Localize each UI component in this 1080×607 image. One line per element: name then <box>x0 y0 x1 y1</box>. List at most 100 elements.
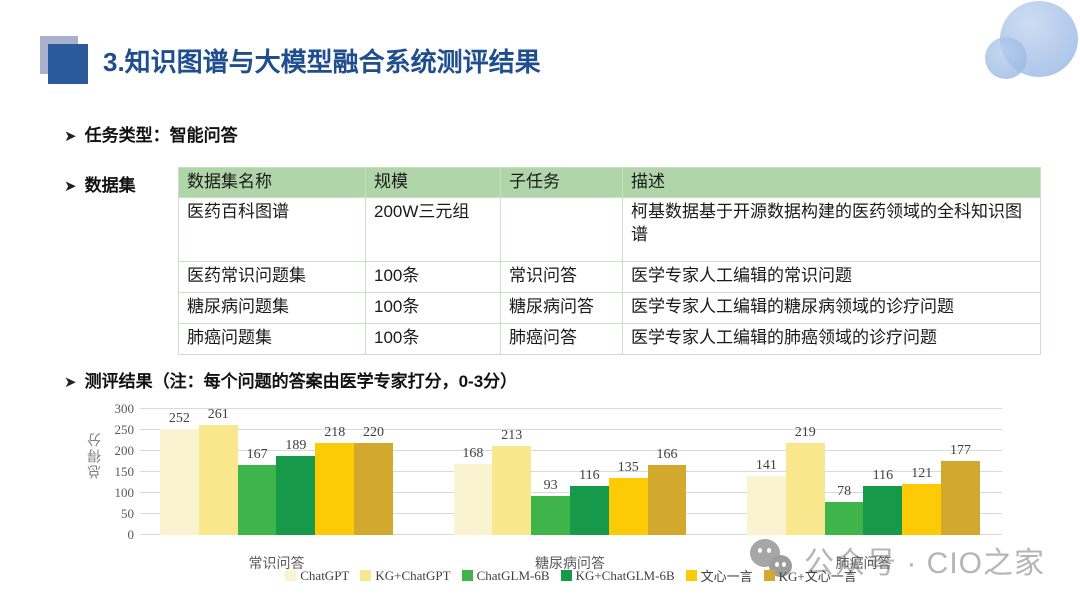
bar-slot: 78 <box>824 409 864 535</box>
cell-subtask <box>500 197 623 262</box>
table-header-row: 数据集名称 规模 子任务 描述 <box>178 167 1041 198</box>
y-tick-label: 200 <box>114 443 135 458</box>
bar-slot: 135 <box>608 409 648 535</box>
bar-slot: 220 <box>354 409 393 535</box>
bar-value-label: 116 <box>872 468 894 484</box>
bar-slot: 252 <box>160 409 199 535</box>
bar-value-label: 219 <box>794 425 816 441</box>
bar-ChatGPT <box>160 429 199 535</box>
legend-swatch <box>560 570 572 581</box>
cell-description: 医学专家人工编辑的糖尿病领域的诊疗问题 <box>622 292 1041 324</box>
bar-KG+文心一言 <box>647 465 687 535</box>
arrow-bullet-icon: ➤ <box>64 178 77 195</box>
bar-slot: 121 <box>902 409 942 535</box>
bar-KG+ChatGLM-6B <box>863 486 903 535</box>
bar-slot: 218 <box>315 409 355 535</box>
bar-KG+ChatGPT <box>492 445 532 535</box>
cell-subtask: 常识问答 <box>500 261 623 293</box>
bar-value-label: 166 <box>656 447 678 463</box>
bar-slot: 166 <box>647 409 687 535</box>
cell-description: 医学专家人工编辑的肺癌领域的诊疗问题 <box>622 323 1041 355</box>
bar-ChatGLM-6B <box>237 464 277 535</box>
arrow-bullet-icon: ➤ <box>64 128 77 145</box>
bar-value-label: 177 <box>950 442 972 458</box>
watermark: 公众号 · CIO之家 <box>748 536 1045 584</box>
bullet-results-label: 测评结果（注：每个问题的答案由医学专家打分，0-3分） <box>84 372 518 391</box>
page-title: 3.知识图谱与大模型融合系统测评结果 <box>103 47 541 77</box>
col-header-subtask: 子任务 <box>500 167 623 198</box>
legend-label: ChatGLM-6B <box>476 567 550 583</box>
table-row: 肺癌问题集 100条 肺癌问答 医学专家人工编辑的肺癌领域的诊疗问题 <box>178 323 1041 355</box>
gridline <box>140 408 1002 409</box>
cell-scale: 200W三元组 <box>365 197 501 262</box>
y-tick-label: 150 <box>114 464 135 479</box>
bar-ChatGPT <box>747 475 786 535</box>
chart-bar-groups: 252 261 167 189 218 220 常识问答 168 213 93 116 135 166 糖… <box>140 407 1002 572</box>
bar-slot: 177 <box>941 409 980 535</box>
cell-scale: 100条 <box>365 323 501 355</box>
x-axis-category-label: 常识问答 <box>248 557 305 572</box>
bar-文心一言 <box>902 484 942 535</box>
legend-item-ChatGPT: ChatGPT <box>285 568 349 584</box>
bar-文心一言 <box>608 478 648 535</box>
gridline <box>140 429 1002 430</box>
bar-slot: 93 <box>531 409 570 535</box>
legend-label: ChatGPT <box>300 567 350 583</box>
legend-swatch <box>360 570 372 581</box>
cell-dataset-name: 医药常识问题集 <box>178 261 366 293</box>
bar-slot: 168 <box>453 409 493 535</box>
chart-legend: ChatGPT KG+ChatGPT ChatGLM-6B KG+ChatGLM-6B… <box>140 566 1002 585</box>
cell-dataset-name: 肺癌问题集 <box>178 323 366 355</box>
bar-value-label: 189 <box>285 437 307 453</box>
legend-label: KG+ChatGPT <box>375 567 451 583</box>
bar-value-label: 220 <box>363 424 385 440</box>
gridline <box>140 450 1002 451</box>
bar-group-2: 168 213 93 116 135 166 糖尿病问答 <box>453 409 687 572</box>
bar-KG+文心一言 <box>354 442 393 535</box>
chart-plot-area: 252 261 167 189 218 220 常识问答 168 213 93 116 135 166 糖… <box>140 407 1002 572</box>
watermark-text: 公众号 · CIO之家 <box>804 547 1045 580</box>
y-tick-label: 50 <box>121 506 134 521</box>
x-axis-category-label: 糖尿病问答 <box>535 557 605 572</box>
bar-value-label: 93 <box>543 477 558 493</box>
cell-scale: 100条 <box>365 261 501 293</box>
chat-bubble-icon <box>769 555 792 577</box>
x-axis-category-label: 肺癌问答 <box>835 557 892 572</box>
bullet-dataset: ➤ 数据集 <box>64 171 136 196</box>
bar-slot: 141 <box>747 409 786 535</box>
bar-slot: 167 <box>237 409 277 535</box>
bar-ChatGLM-6B <box>824 502 864 535</box>
wechat-bubbles-icon <box>748 536 796 584</box>
bar-slot: 116 <box>863 409 903 535</box>
cell-description: 柯基数据基于开源数据构建的医药领域的全科知识图谱 <box>622 197 1041 262</box>
bar-KG+文心一言 <box>941 460 980 535</box>
bar-KG+ChatGPT <box>785 443 825 535</box>
legend-item-ChatGLM-6B: ChatGLM-6B <box>461 567 550 584</box>
title-square-icon <box>48 44 88 84</box>
legend-swatch <box>461 570 473 581</box>
bar-value-label: 167 <box>246 446 268 462</box>
bar-value-label: 141 <box>755 457 777 473</box>
bar-value-label: 135 <box>617 460 639 476</box>
bar-slot: 189 <box>276 409 316 535</box>
table-row: 糖尿病问题集 100条 糖尿病问答 医学专家人工编辑的糖尿病领域的诊疗问题 <box>178 292 1041 324</box>
decor-circle-small <box>985 37 1027 79</box>
bar-slot: 116 <box>569 409 609 535</box>
bar-slot: 213 <box>492 409 532 535</box>
bar-slot: 219 <box>785 409 825 535</box>
bar-ChatGLM-6B <box>531 495 570 535</box>
bullet-results: ➤ 测评结果（注：每个问题的答案由医学专家打分，0-3分） <box>64 367 1080 392</box>
gridline <box>140 471 1002 472</box>
table-row: 医药百科图谱 200W三元组 柯基数据基于开源数据构建的医药领域的全科知识图谱 <box>178 197 1041 262</box>
cell-subtask: 肺癌问答 <box>500 323 623 355</box>
col-header-scale: 规模 <box>365 167 501 198</box>
bar-group-3: 141 219 78 116 121 177 肺癌问答 <box>747 409 980 572</box>
dataset-table: 数据集名称 规模 子任务 描述 医药百科图谱 200W三元组 柯基数据基于开源数… <box>178 167 1041 355</box>
bar-KG+ChatGPT <box>198 425 238 535</box>
cell-description: 医学专家人工编辑的常识问题 <box>622 261 1041 293</box>
legend-swatch <box>763 570 775 581</box>
y-axis-ticks: 0 50 100 150 200 250 300 <box>90 401 135 542</box>
legend-item-KG+文心一言: KG+文心一言 <box>763 566 857 585</box>
legend-item-KG+ChatGPT: KG+ChatGPT <box>360 567 451 584</box>
cell-scale: 100条 <box>365 292 501 324</box>
